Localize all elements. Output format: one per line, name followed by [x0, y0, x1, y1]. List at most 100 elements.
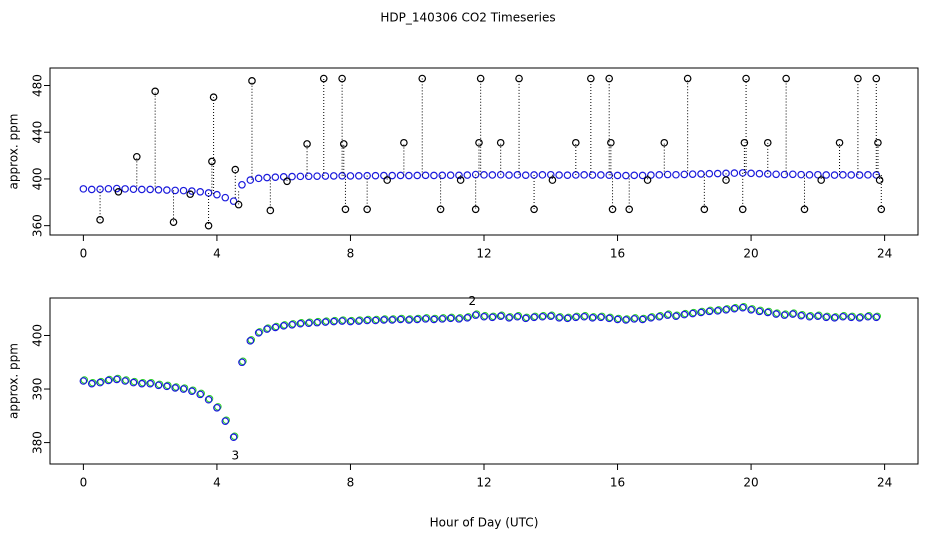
- x-tick-label: 16: [610, 247, 625, 261]
- x-tick-label: 16: [610, 476, 625, 490]
- x-tick-label: 24: [877, 476, 892, 490]
- marker: [151, 87, 159, 96]
- edge-marker: [689, 308, 698, 317]
- marker: [234, 200, 243, 209]
- marker: [288, 172, 296, 181]
- marker: [254, 329, 263, 337]
- marker: [572, 138, 580, 147]
- marker: [229, 197, 238, 205]
- marker: [738, 205, 747, 214]
- marker: [763, 138, 772, 147]
- edge-marker: [406, 315, 414, 323]
- marker: [238, 180, 246, 189]
- edge-marker: [573, 312, 581, 320]
- plot-box: [49, 67, 919, 236]
- marker: [697, 308, 705, 317]
- marker: [121, 377, 129, 385]
- marker: [625, 205, 634, 214]
- y-tick-label: 400: [31, 167, 45, 190]
- marker: [643, 176, 652, 184]
- marker: [421, 315, 430, 323]
- marker: [855, 171, 864, 179]
- marker: [248, 77, 256, 85]
- edge-marker: [464, 313, 473, 321]
- edge-marker: [497, 311, 506, 319]
- marker: [877, 205, 886, 214]
- edge-marker: [756, 306, 765, 315]
- y-tick-label: 390: [31, 378, 45, 401]
- edge-marker: [280, 321, 289, 329]
- y-tick-label: 400: [31, 324, 45, 347]
- marker: [605, 314, 613, 323]
- marker: [346, 317, 355, 326]
- marker: [772, 310, 780, 318]
- edge-marker: [197, 389, 205, 398]
- edge-marker: [673, 311, 681, 319]
- marker: [546, 312, 555, 321]
- edge-marker: [356, 316, 364, 324]
- marker: [789, 170, 797, 179]
- marker: [388, 316, 396, 324]
- marker: [213, 190, 221, 199]
- marker: [138, 185, 146, 194]
- marker: [722, 176, 730, 184]
- marker: [338, 317, 346, 325]
- marker: [396, 171, 405, 180]
- edge-marker: [698, 307, 706, 316]
- edge-marker: [80, 376, 89, 384]
- edge-marker: [222, 416, 230, 424]
- marker: [722, 305, 730, 314]
- marker: [446, 171, 455, 180]
- x-tick-label: 20: [743, 247, 758, 261]
- marker: [672, 170, 680, 179]
- marker: [480, 171, 488, 179]
- marker: [683, 74, 692, 83]
- marker: [530, 205, 538, 214]
- marker: [213, 403, 221, 412]
- marker: [339, 140, 348, 148]
- edge-marker: [531, 312, 539, 320]
- edge-marker: [481, 312, 489, 320]
- marker: [605, 74, 613, 83]
- marker: [622, 316, 630, 324]
- marker: [738, 303, 747, 312]
- marker: [546, 170, 555, 179]
- marker: [112, 375, 121, 384]
- marker: [782, 74, 790, 83]
- marker: [188, 387, 196, 395]
- marker: [341, 205, 350, 214]
- marker: [171, 186, 179, 195]
- y-tick-label: 360: [31, 214, 45, 237]
- marker: [580, 312, 588, 321]
- marker: [847, 313, 856, 322]
- marker: [254, 174, 263, 183]
- marker: [597, 313, 605, 322]
- marker: [338, 74, 346, 83]
- marker: [430, 315, 438, 324]
- marker: [488, 171, 497, 179]
- marker: [438, 315, 447, 323]
- marker: [204, 221, 213, 230]
- edge-marker: [272, 322, 281, 331]
- marker: [455, 171, 463, 180]
- marker: [154, 381, 163, 390]
- marker: [780, 311, 789, 319]
- marker: [104, 376, 113, 385]
- marker: [800, 205, 809, 214]
- marker: [713, 169, 722, 178]
- marker: [613, 171, 622, 180]
- marker: [607, 138, 615, 147]
- marker: [266, 206, 275, 215]
- marker: [154, 186, 163, 194]
- marker: [680, 310, 689, 319]
- marker: [388, 171, 396, 180]
- marker: [319, 74, 328, 83]
- marker: [797, 170, 805, 179]
- marker: [538, 312, 547, 321]
- marker: [563, 314, 572, 323]
- marker: [839, 312, 847, 321]
- marker: [505, 171, 513, 179]
- edge-marker: [873, 312, 881, 320]
- marker: [221, 417, 230, 425]
- marker: [263, 173, 271, 182]
